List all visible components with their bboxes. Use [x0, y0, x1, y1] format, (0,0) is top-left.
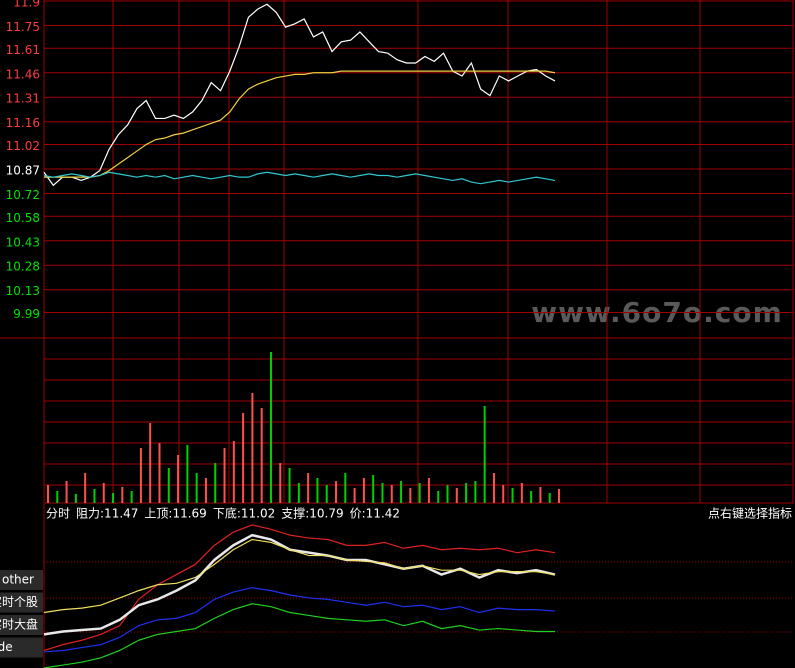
series-line: [43, 538, 556, 614]
volume-bar: [65, 481, 68, 503]
tab-label[interactable]: 实时大盘: [0, 617, 38, 632]
volume-bar: [511, 488, 514, 503]
y-tick-label: 11.9: [13, 0, 40, 10]
volume-bar: [548, 493, 551, 503]
tab[interactable]: [0, 637, 43, 658]
volume-bar: [400, 481, 403, 503]
volume-bar: [353, 488, 356, 503]
volume-bar: [93, 489, 96, 503]
volume-bar: [260, 408, 263, 503]
volume-bar: [204, 478, 207, 503]
volume-bar: [177, 455, 180, 503]
y-tick-label: 10.28: [6, 260, 40, 274]
y-tick-label: 11.02: [6, 139, 40, 153]
tab-label[interactable]: 实时个股: [0, 594, 38, 609]
volume-bar: [223, 448, 226, 503]
volume-bar: [307, 473, 310, 503]
indicator-hint: 点右键选择指标: [708, 506, 792, 521]
volume-bar: [344, 473, 347, 503]
volume-bar: [56, 491, 59, 503]
y-tick-label: 10.43: [6, 235, 40, 249]
volume-bar: [84, 473, 87, 503]
volume-bar: [539, 487, 542, 503]
volume-bar: [242, 413, 245, 503]
indicator-header: 下底:11.02: [213, 506, 275, 521]
volume-bar: [325, 485, 328, 503]
y-tick-label: 9.99: [13, 307, 40, 321]
volume-bar: [492, 473, 495, 503]
volume-bar: [520, 483, 523, 503]
volume-bar: [474, 481, 477, 503]
volume-bar: [381, 483, 384, 503]
volume-bar: [409, 488, 412, 503]
volume-bar: [167, 468, 170, 503]
volume-bar: [47, 485, 49, 503]
series-line: [43, 603, 555, 668]
y-tick-label: 11.16: [6, 116, 40, 130]
y-tick-label: 10.72: [6, 188, 40, 202]
tab-label[interactable]: dde: [0, 640, 13, 654]
volume-bar: [297, 483, 300, 503]
indicator-header: 分时: [46, 507, 70, 521]
volume-bar: [74, 494, 77, 503]
series-line: [44, 70, 556, 178]
indicator-header: 支撑:10.79: [281, 506, 343, 521]
volume-bar: [446, 485, 449, 503]
y-tick-label: 11.31: [6, 92, 40, 106]
volume-bar: [465, 483, 468, 503]
volume-bar: [269, 352, 272, 503]
tab-label[interactable]: other: [2, 573, 34, 587]
tab[interactable]: [0, 615, 43, 635]
y-tick-label: 11.61: [6, 43, 40, 57]
y-tick-label: 11.75: [6, 20, 40, 34]
series-line: [43, 3, 556, 187]
volume-bar: [232, 441, 235, 503]
volume-bar: [186, 445, 189, 503]
series-line: [43, 587, 556, 653]
tab[interactable]: [0, 592, 43, 613]
series-line: [43, 533, 556, 636]
volume-bar: [149, 423, 152, 503]
volume-bar: [316, 478, 319, 503]
volume-bar: [530, 491, 533, 503]
indicator-header: 阻力:11.47: [76, 507, 138, 521]
volume-bar: [288, 468, 291, 503]
indicator-header: 价:11.42: [350, 507, 400, 521]
volume-bar: [418, 483, 421, 503]
volume-bar: [121, 487, 124, 503]
volume-bar: [214, 463, 217, 503]
y-tick-label: 10.58: [6, 211, 40, 225]
volume-bar: [139, 448, 142, 503]
volume-bar: [427, 478, 430, 503]
volume-bar: [335, 481, 338, 503]
volume-bar: [455, 488, 458, 503]
volume-bar: [251, 393, 254, 503]
tab[interactable]: [0, 570, 43, 590]
volume-bar: [102, 483, 105, 503]
volume-bar: [390, 485, 393, 503]
volume-bar: [502, 485, 505, 503]
volume-bar: [279, 463, 282, 503]
volume-bar: [130, 491, 133, 503]
volume-bar: [437, 491, 440, 503]
volume-bar: [558, 489, 560, 503]
volume-bar: [158, 443, 161, 503]
volume-bar: [112, 493, 115, 503]
volume-bar: [372, 475, 375, 503]
series-line: [43, 171, 556, 185]
y-tick-label: 10.87: [6, 164, 40, 178]
indicator-header: 上顶:11.69: [144, 507, 206, 521]
volume-bar: [195, 473, 198, 503]
y-tick-label: 11.46: [6, 67, 40, 81]
volume-bar: [362, 478, 365, 503]
volume-bar: [483, 406, 486, 503]
y-tick-label: 10.13: [6, 284, 40, 298]
